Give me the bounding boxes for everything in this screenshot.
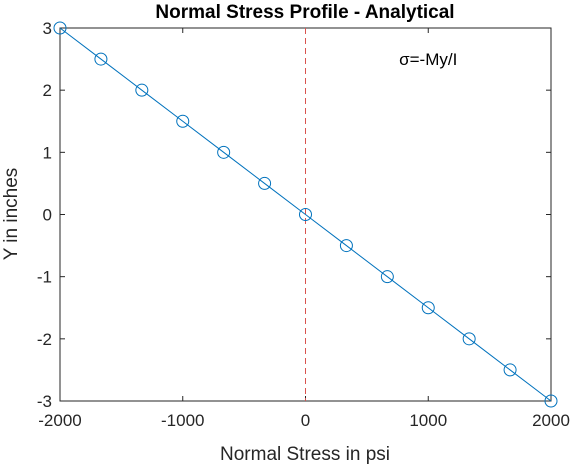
y-tick-label: -2 [37,330,52,349]
x-tick-label: 2000 [532,411,570,430]
x-tick-label: 1000 [409,411,447,430]
data-point [299,208,312,221]
data-point [176,114,190,128]
data-point [380,270,394,284]
y-tick-label: -3 [37,392,52,411]
formula-annotation: σ=-My/I [399,50,457,69]
y-tick-label: 1 [43,143,52,162]
y-tick-label: 2 [43,81,52,100]
x-axis-label: Normal Stress in psi [220,444,390,465]
data-point [503,363,517,377]
data-point [258,176,272,190]
data-point [462,332,476,346]
x-tick-label: 0 [301,411,310,430]
y-tick-label: 3 [43,19,52,38]
data-point [135,83,149,97]
x-tick-label: -2000 [38,411,81,430]
data-point [339,239,353,253]
y-axis-label: Y in inches [1,168,22,261]
chart-title: Normal Stress Profile - Analytical [155,2,454,23]
plot-area: -2000 -1000 0 1000 2000 -3 -2 -1 0 1 2 3 σ=-My/I [37,19,570,430]
data-point [53,21,67,35]
data-point [544,394,558,408]
y-tick-label: 0 [43,206,52,225]
data-point [421,301,435,315]
x-tick-label: -1000 [161,411,204,430]
data-point [94,52,108,66]
data-point [217,145,231,159]
series-line [59,27,552,402]
y-tick-label: -1 [37,268,52,287]
